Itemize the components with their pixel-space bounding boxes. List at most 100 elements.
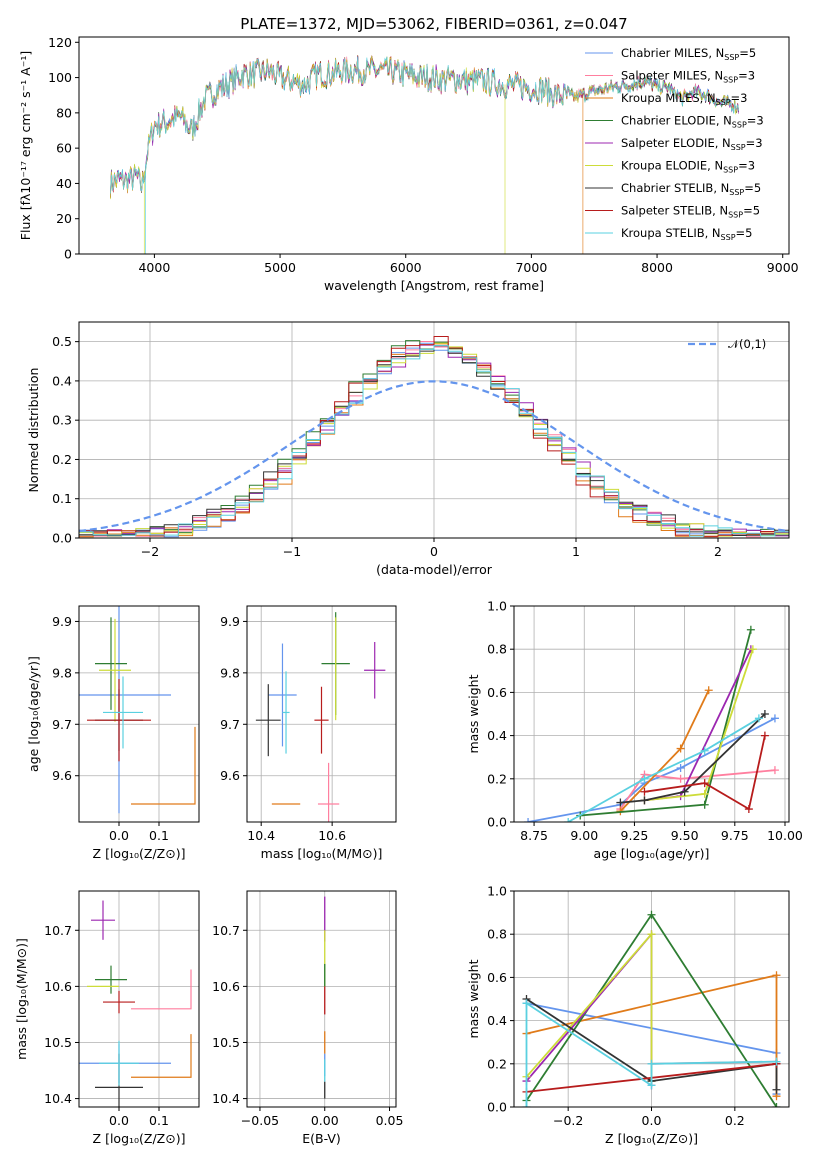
age_vs_Z-ytick-label: 9.6 <box>52 768 72 783</box>
spectrum-xtick-label: 7000 <box>515 260 547 275</box>
weight_vs_age-ytick-label: 0.4 <box>487 728 507 743</box>
mass_vs_ebv-xtick-label: −0.05 <box>241 1113 279 1128</box>
legend-entry-0: Chabrier MILES, NSSP=5 <box>621 46 756 62</box>
weight-age-marker-7 <box>640 787 649 796</box>
legend-entry-1-suffix: =3 <box>738 69 755 83</box>
weight-age-marker-3 <box>700 800 709 809</box>
age-Z-point-8 <box>103 676 143 749</box>
age_vs_mass-ytick-label: 9.9 <box>220 614 240 629</box>
weight-age-marker-8 <box>700 746 709 755</box>
spectrum-ytick-label: 60 <box>56 141 72 156</box>
age_vs_mass-content <box>247 606 396 822</box>
age-Z-point-3 <box>95 617 127 710</box>
age-Z-box <box>131 726 196 805</box>
weight-age-marker-0 <box>524 818 533 822</box>
spectrum-content <box>110 54 740 254</box>
legend-entry-2: Kroupa MILES, NSSP=3 <box>621 91 747 107</box>
age-mass-point-4 <box>364 642 386 699</box>
weight-Z-marker-8 <box>647 1081 656 1090</box>
weight_vs_age-ytick-label: 0.2 <box>487 771 507 786</box>
age_vs_mass-xtick-label: 10.6 <box>318 828 346 843</box>
residuals-xtick-label: −1 <box>283 544 301 559</box>
spectrum-xtick-label: 6000 <box>390 260 422 275</box>
plot-layer: 4000 5000 6000 7000 8000 9000020406080100120w… <box>14 35 803 1146</box>
mass_vs_ebv-xlabel: E(B-V) <box>302 1131 341 1146</box>
residuals-frame <box>78 321 790 539</box>
legend-entry-6: Chabrier STELIB, NSSP=5 <box>621 181 761 197</box>
residuals-ytick-label: 0.5 <box>52 334 72 349</box>
weight-age-series-8 <box>567 717 760 822</box>
legend-entry-1: Salpeter MILES, NSSP=3 <box>621 69 755 85</box>
age_vs_Z-content <box>79 606 199 822</box>
age_vs_mass-axes: 10.4 10.6 9.6 9.7 9.8 9.9 mass [log₁₀(M/M⊙)] <box>220 605 397 861</box>
weight-Z-marker-8 <box>522 1103 531 1107</box>
mass-Z-point-4 <box>91 900 115 940</box>
weight_vs_age-xtick-label: 9.50 <box>671 828 699 843</box>
residuals-ytick-label: 0.3 <box>52 413 72 428</box>
mass_vs_ebv-ytick-label: 10.7 <box>212 923 240 938</box>
mass_vs_Z-xlabel: Z [log₁₀(Z/Z⊙)] <box>93 1131 186 1146</box>
age_vs_mass-ytick-label: 9.7 <box>220 717 240 732</box>
residuals-ytick-label: 0.2 <box>52 452 72 467</box>
mass_vs_Z-content <box>79 891 199 1107</box>
legend-entry-0-label: Chabrier MILES, N <box>621 46 724 60</box>
weight_vs_Z-content <box>514 891 789 1107</box>
legend-entry-8: Kroupa STELIB, NSSP=5 <box>621 226 752 242</box>
legend-entry-2-suffix: =3 <box>731 91 748 105</box>
spectrum-xtick-label: 5000 <box>264 260 296 275</box>
age_vs_Z-ytick-label: 9.9 <box>52 614 72 629</box>
weight-Z-marker-8 <box>522 999 531 1008</box>
residuals-ytick-label: 0.1 <box>52 491 72 506</box>
spectrum-ytick-label: 40 <box>56 176 72 191</box>
mass_vs_ebv-ytick-label: 10.4 <box>212 1091 240 1106</box>
weight_vs_Z-ytick-label: 1.0 <box>487 884 507 899</box>
weight-Z-frame <box>513 890 790 1108</box>
weight-Z-marker-8 <box>647 1059 656 1068</box>
weight_vs_Z-ytick-label: 0.2 <box>487 1056 507 1071</box>
weight-Z-marker-3 <box>647 910 656 919</box>
mass_vs_ebv-content <box>247 891 396 1107</box>
mass_vs_Z-ytick-label: 10.7 <box>44 923 72 938</box>
legend-entry-7-sub: SSP <box>728 211 743 220</box>
weight-age-marker-5 <box>700 789 709 798</box>
weight-age-series-1 <box>619 769 775 810</box>
residuals-ytick-label: 0.0 <box>52 531 72 546</box>
weight-age-marker-8 <box>754 714 763 723</box>
weight-age-marker-5 <box>748 645 757 654</box>
residuals-xtick-label: −2 <box>141 544 159 559</box>
weight_vs_Z-xtick-label: −0.2 <box>553 1113 583 1128</box>
weight-age-series-7 <box>644 735 766 811</box>
mass_vs_Z-ytick-label: 10.4 <box>44 1091 72 1106</box>
weight_vs_age-xtick-label: 9.75 <box>721 828 749 843</box>
weight-Z-marker-2 <box>772 971 781 980</box>
weight-age-marker-6 <box>680 787 689 796</box>
legend-entry-8-label: Kroupa STELIB, N <box>621 226 721 240</box>
mass_vs_ebv-xtick-label: 0.00 <box>311 1113 339 1128</box>
age_vs_mass-xtick-label: 10.4 <box>247 828 275 843</box>
weight-age-marker-1 <box>676 774 685 783</box>
mass-Z-frame <box>78 890 200 1108</box>
weight_vs_age-xlabel: age [log₁₀(age/yr)] <box>594 846 710 861</box>
weight-age-marker-6 <box>640 796 649 805</box>
weight_vs_age-ytick-label: 1.0 <box>487 599 507 614</box>
weight_vs_age-xtick-label: 8.75 <box>520 828 548 843</box>
legend-entry-6-sub: SSP <box>729 188 744 197</box>
weight-age-frame <box>513 605 790 823</box>
spectrum-ytick-label: 20 <box>56 211 72 226</box>
age_vs_Z-ylabel: age [log₁₀(age/yr)] <box>26 656 41 772</box>
legend-entry-2-label: Kroupa MILES, N <box>621 91 716 105</box>
legend-entry-4-sub: SSP <box>731 143 746 152</box>
spectrum-axes: 4000 5000 6000 7000 8000 9000 0 20 40 60 80 100 120 w… <box>18 35 799 293</box>
legend-entry-5: Kroupa ELODIE, NSSP=3 <box>621 159 755 175</box>
legend-entry-2-sub: SSP <box>716 98 731 107</box>
age_vs_Z-xlabel: Z [log₁₀(Z/Z⊙)] <box>93 846 186 861</box>
age_vs_mass-xlabel: mass [log₁₀(M/M⊙)] <box>261 846 383 861</box>
residuals-ylabel: Normed distribution <box>26 368 41 493</box>
legend-entry-5-label: Kroupa ELODIE, N <box>621 159 723 173</box>
weight-age-marker-1 <box>770 766 779 775</box>
mass_vs_Z-ylabel: mass [log₁₀(M/M⊙)] <box>14 938 29 1060</box>
legend-entry-1-label: Salpeter MILES, N <box>621 69 723 83</box>
weight-age-marker-7 <box>744 805 753 814</box>
weight-age-marker-2 <box>704 686 713 695</box>
residuals-xtick-label: 1 <box>572 544 580 559</box>
